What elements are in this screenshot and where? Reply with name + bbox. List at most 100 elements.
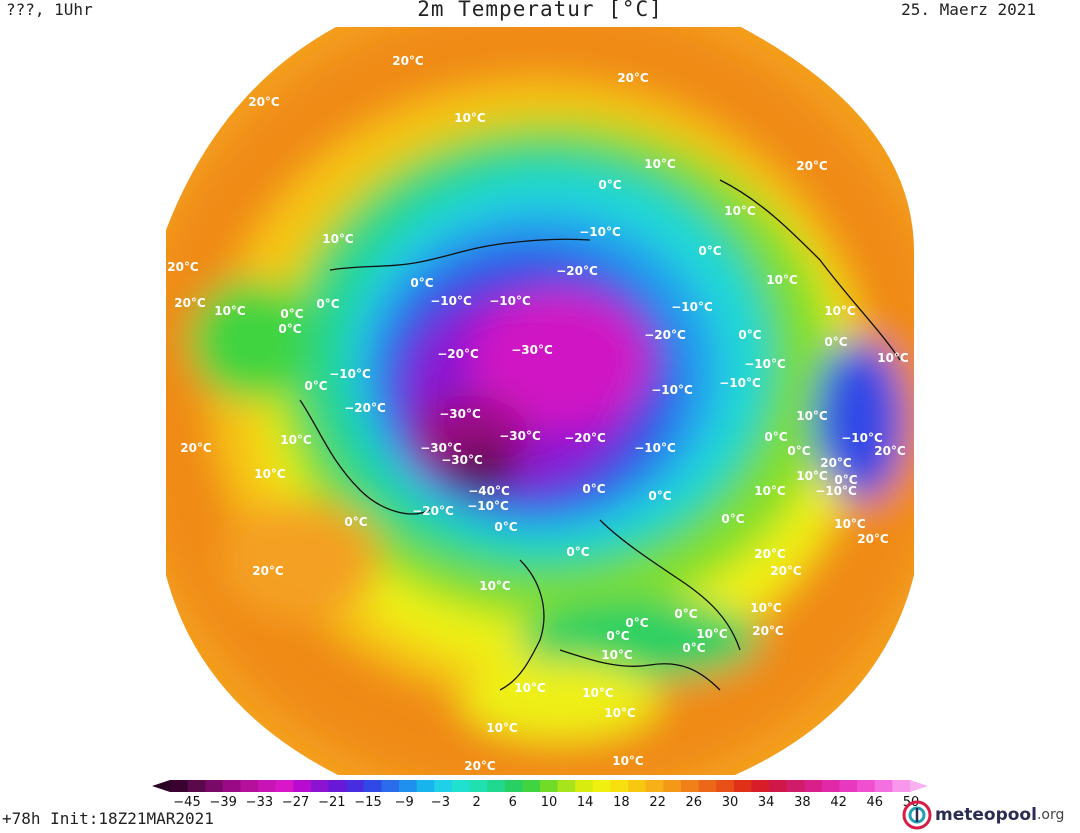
colorbar-tick-label: −27	[281, 795, 310, 810]
colorbar-tick-label: 6	[508, 795, 517, 810]
colorbar-swatch	[240, 780, 259, 792]
contour-label: −30°C	[420, 441, 462, 455]
colorbar-swatch	[680, 780, 700, 792]
colorbar-swatch	[293, 780, 312, 792]
contour-label: 20°C	[820, 456, 852, 470]
contour-label: 10°C	[834, 517, 866, 531]
contour-label: 0°C	[834, 473, 857, 487]
contour-label: −30°C	[439, 407, 481, 421]
contour-label: 10°C	[486, 721, 518, 735]
forecast-time-label: ???, 1Uhr	[6, 0, 93, 19]
contour-label: 0°C	[582, 482, 605, 496]
colorbar-tick-label: −45	[173, 795, 201, 810]
colorbar-swatch	[170, 780, 189, 792]
contour-label: 0°C	[648, 489, 671, 503]
contour-labels: 20°C20°C20°C10°C10°C 20°C0°C10°C10°C −10°C…	[167, 54, 909, 773]
colorbar-tick-label: 18	[613, 795, 630, 810]
logo-brand: meteopool	[935, 805, 1037, 825]
contour-label: 10°C	[766, 273, 798, 287]
colorbar-tick-label: 34	[757, 795, 775, 810]
contour-label: −10°C	[744, 357, 786, 371]
contour-label: 10°C	[877, 351, 909, 365]
contour-label: −20°C	[564, 431, 606, 445]
colorbar-swatch	[751, 780, 770, 792]
colorbar-swatch	[575, 780, 594, 792]
colorbar-swatch	[399, 780, 418, 792]
contour-label: −10°C	[489, 294, 531, 308]
colorbar-swatch	[804, 780, 823, 792]
contour-label: 10°C	[601, 648, 633, 662]
colorbar-tick-label: 30	[721, 795, 739, 810]
contour-label: −30°C	[441, 453, 483, 467]
contour-label: 0°C	[494, 520, 517, 534]
contour-label: −40°C	[468, 484, 510, 498]
contour-label: −10°C	[430, 294, 472, 308]
contour-label: 20°C	[857, 532, 889, 546]
contour-label: −10°C	[841, 431, 883, 445]
colorbar-tick-label: 46	[866, 795, 884, 810]
colorbar-swatch	[310, 780, 330, 792]
contour-label: −20°C	[556, 264, 598, 278]
contour-label: 10°C	[612, 754, 644, 768]
colorbar-swatch	[874, 780, 893, 792]
contour-label: 0°C	[566, 545, 589, 559]
colorbar-tick-label: 26	[685, 795, 703, 810]
colorbar-tick-label: 2	[472, 795, 481, 810]
colorbar-swatch	[821, 780, 841, 792]
colorbar-tick-label: 14	[576, 795, 594, 810]
colorbar-swatch	[733, 780, 753, 792]
colorbar-tick-label: −39	[209, 795, 237, 810]
contour-label: 20°C	[248, 95, 280, 109]
colorbar-tick-label: 22	[649, 795, 666, 810]
contour-label: 0°C	[606, 629, 629, 643]
colorbar-swatch	[839, 780, 858, 792]
colorbar-swatch	[592, 780, 612, 792]
colorbar-swatch	[416, 780, 435, 792]
contour-label: 10°C	[454, 111, 486, 125]
colorbar-swatch	[540, 780, 559, 792]
colorbar-swatch	[857, 780, 876, 792]
contour-label: −10°C	[815, 484, 857, 498]
contour-label: −20°C	[644, 328, 686, 342]
contour-label: 10°C	[479, 579, 511, 593]
colorbar-tick-label: 42	[830, 795, 847, 810]
contour-label: −10°C	[329, 367, 371, 381]
contour-label: 0°C	[764, 430, 787, 444]
contour-label: 10°C	[604, 706, 636, 720]
contour-label: 20°C	[770, 564, 802, 578]
colorbar-swatch	[698, 780, 717, 792]
colorbar-swatch	[522, 780, 541, 792]
contour-label: −20°C	[437, 347, 479, 361]
contour-label: 0°C	[316, 297, 339, 311]
contour-label: −10°C	[467, 499, 509, 513]
contour-label: −10°C	[651, 383, 693, 397]
colorbar-swatch	[610, 780, 629, 792]
meteopool-logo[interactable]: meteopool .org	[902, 800, 1064, 830]
contour-label: 0°C	[278, 322, 301, 336]
contour-label: 0°C	[674, 607, 697, 621]
contour-label: 20°C	[252, 564, 284, 578]
contour-label: 20°C	[392, 54, 424, 68]
colorbar-swatch	[786, 780, 805, 792]
colorbar-swatch	[504, 780, 523, 792]
contour-label: 20°C	[167, 260, 199, 274]
contour-label: 0°C	[721, 512, 744, 526]
contour-label: −10°C	[671, 300, 713, 314]
logo-suffix: .org	[1036, 807, 1065, 823]
colorbar-swatch	[628, 780, 647, 792]
contour-label: 10°C	[696, 627, 728, 641]
colorbar-swatch	[769, 780, 788, 792]
colorbar-swatch	[663, 780, 682, 792]
contour-label: 10°C	[796, 409, 828, 423]
contour-label: 0°C	[682, 641, 705, 655]
colorbar-swatch	[381, 780, 400, 792]
contour-label: 0°C	[625, 616, 648, 630]
map-title: 2m Temperatur [°C]	[417, 0, 663, 21]
contour-label: 0°C	[698, 244, 721, 258]
contour-label: 10°C	[514, 681, 546, 695]
colorbar-swatch	[451, 780, 471, 792]
colorbar-swatch	[557, 780, 576, 792]
contour-label: 10°C	[280, 433, 312, 447]
contour-label: 0°C	[738, 328, 761, 342]
